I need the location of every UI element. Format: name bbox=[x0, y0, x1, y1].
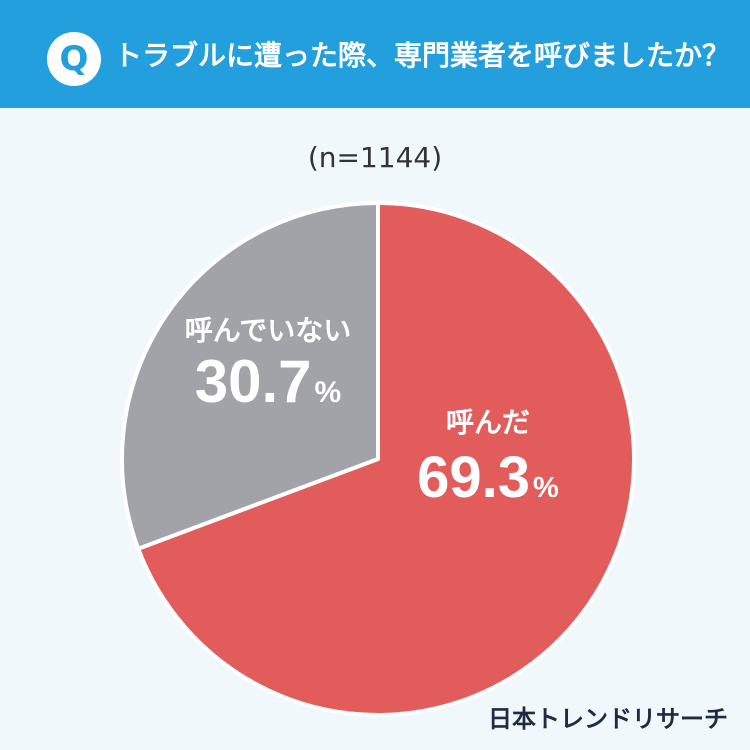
slice-value-0: 69.3% bbox=[417, 445, 559, 510]
question-header: Q トラブルに遭った際、専門業者を呼びましたか？ bbox=[0, 0, 750, 108]
pie-slice-0 bbox=[136, 201, 636, 717]
slice-label-1: 呼んでいない bbox=[185, 314, 352, 347]
q-badge-icon: Q bbox=[47, 32, 101, 86]
brand-logo: 日本トレンドリサーチ bbox=[488, 705, 728, 733]
q-badge-letter: Q bbox=[59, 39, 89, 79]
question-text: トラブルに遭った際、専門業者を呼びましたか？ bbox=[114, 39, 731, 72]
pie-slice-1 bbox=[119, 201, 380, 551]
slice-value-1: 30.7% bbox=[195, 348, 341, 415]
sample-size: (n=1144) bbox=[307, 141, 443, 174]
slice-label-0: 呼んだ bbox=[446, 406, 530, 439]
